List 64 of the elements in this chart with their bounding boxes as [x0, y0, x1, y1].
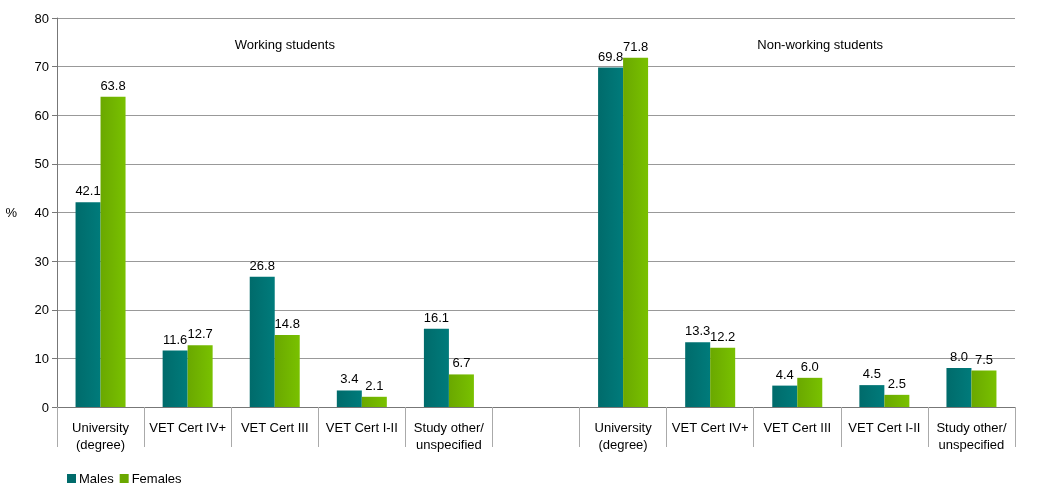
y-tick-label: 40 — [34, 205, 49, 220]
bar — [336, 390, 362, 407]
data-label: 11.6 — [162, 331, 188, 347]
bar — [448, 374, 474, 407]
x-tick-label: Study other/ unspecified — [936, 420, 1007, 452]
bar — [162, 350, 188, 407]
data-label: 63.8 — [100, 77, 126, 93]
bar — [710, 347, 736, 407]
data-label: 69.8 — [597, 48, 624, 64]
data-label: 26.8 — [249, 257, 275, 273]
data-label: 3.4 — [340, 371, 359, 387]
x-tick-label: Study other/ unspecified — [413, 420, 485, 452]
bar — [274, 335, 300, 407]
y-tick-label: 60 — [34, 107, 49, 123]
data-label: 2.5 — [887, 375, 906, 391]
legend-label: Males — [79, 471, 115, 486]
data-label: 71.8 — [622, 38, 649, 54]
bar — [859, 385, 885, 407]
bar — [100, 96, 126, 407]
x-tick-label: VET Cert IV+ — [149, 420, 226, 435]
bar — [75, 202, 101, 407]
x-tick-label: VET Cert III — [240, 420, 309, 435]
y-tick-label: 20 — [34, 302, 49, 318]
y-axis-title: % — [5, 205, 18, 220]
data-label: 42.1 — [75, 183, 101, 199]
data-label: 12.7 — [187, 326, 213, 342]
bar — [598, 67, 624, 407]
y-tick-label: 30 — [34, 253, 49, 269]
data-label: 4.4 — [775, 366, 794, 382]
y-tick-label: 70 — [34, 59, 49, 75]
x-tick-label: VET Cert I-II — [325, 420, 398, 435]
y-tick-label: 0 — [41, 399, 49, 415]
bar — [187, 345, 213, 407]
x-tick-label: VET Cert IV+ — [671, 420, 749, 435]
annotation: Working students — [234, 37, 336, 52]
data-label: 7.5 — [974, 351, 993, 367]
bar — [249, 276, 275, 407]
y-tick-label: 10 — [34, 350, 49, 366]
annotation: Non-working students — [757, 37, 884, 52]
y-tick-label: 80 — [34, 10, 49, 26]
x-tick-label: VET Cert III — [763, 420, 832, 435]
bar — [946, 368, 972, 407]
data-label: 6.7 — [452, 355, 471, 371]
bar — [423, 328, 449, 407]
legend-label: Females — [131, 471, 183, 486]
data-label: 2.1 — [365, 377, 384, 393]
y-tick-label: 50 — [34, 156, 49, 172]
data-label: 6.0 — [800, 358, 819, 374]
data-label: 12.2 — [710, 328, 736, 344]
x-tick-label: VET Cert I-II — [848, 420, 921, 435]
data-label: 16.1 — [423, 309, 450, 325]
bar — [971, 370, 997, 407]
x-tick-label: University (degree) — [72, 420, 130, 452]
bar — [685, 342, 711, 407]
bar — [623, 57, 649, 407]
data-label: 14.8 — [274, 316, 300, 332]
bar — [884, 394, 910, 407]
data-label: 4.5 — [862, 366, 881, 382]
x-tick-label: University (degree) — [594, 420, 653, 452]
bar — [361, 396, 387, 407]
bar — [772, 385, 798, 407]
bar — [797, 377, 823, 407]
data-label: 8.0 — [949, 349, 968, 365]
data-label: 13.3 — [685, 323, 711, 339]
